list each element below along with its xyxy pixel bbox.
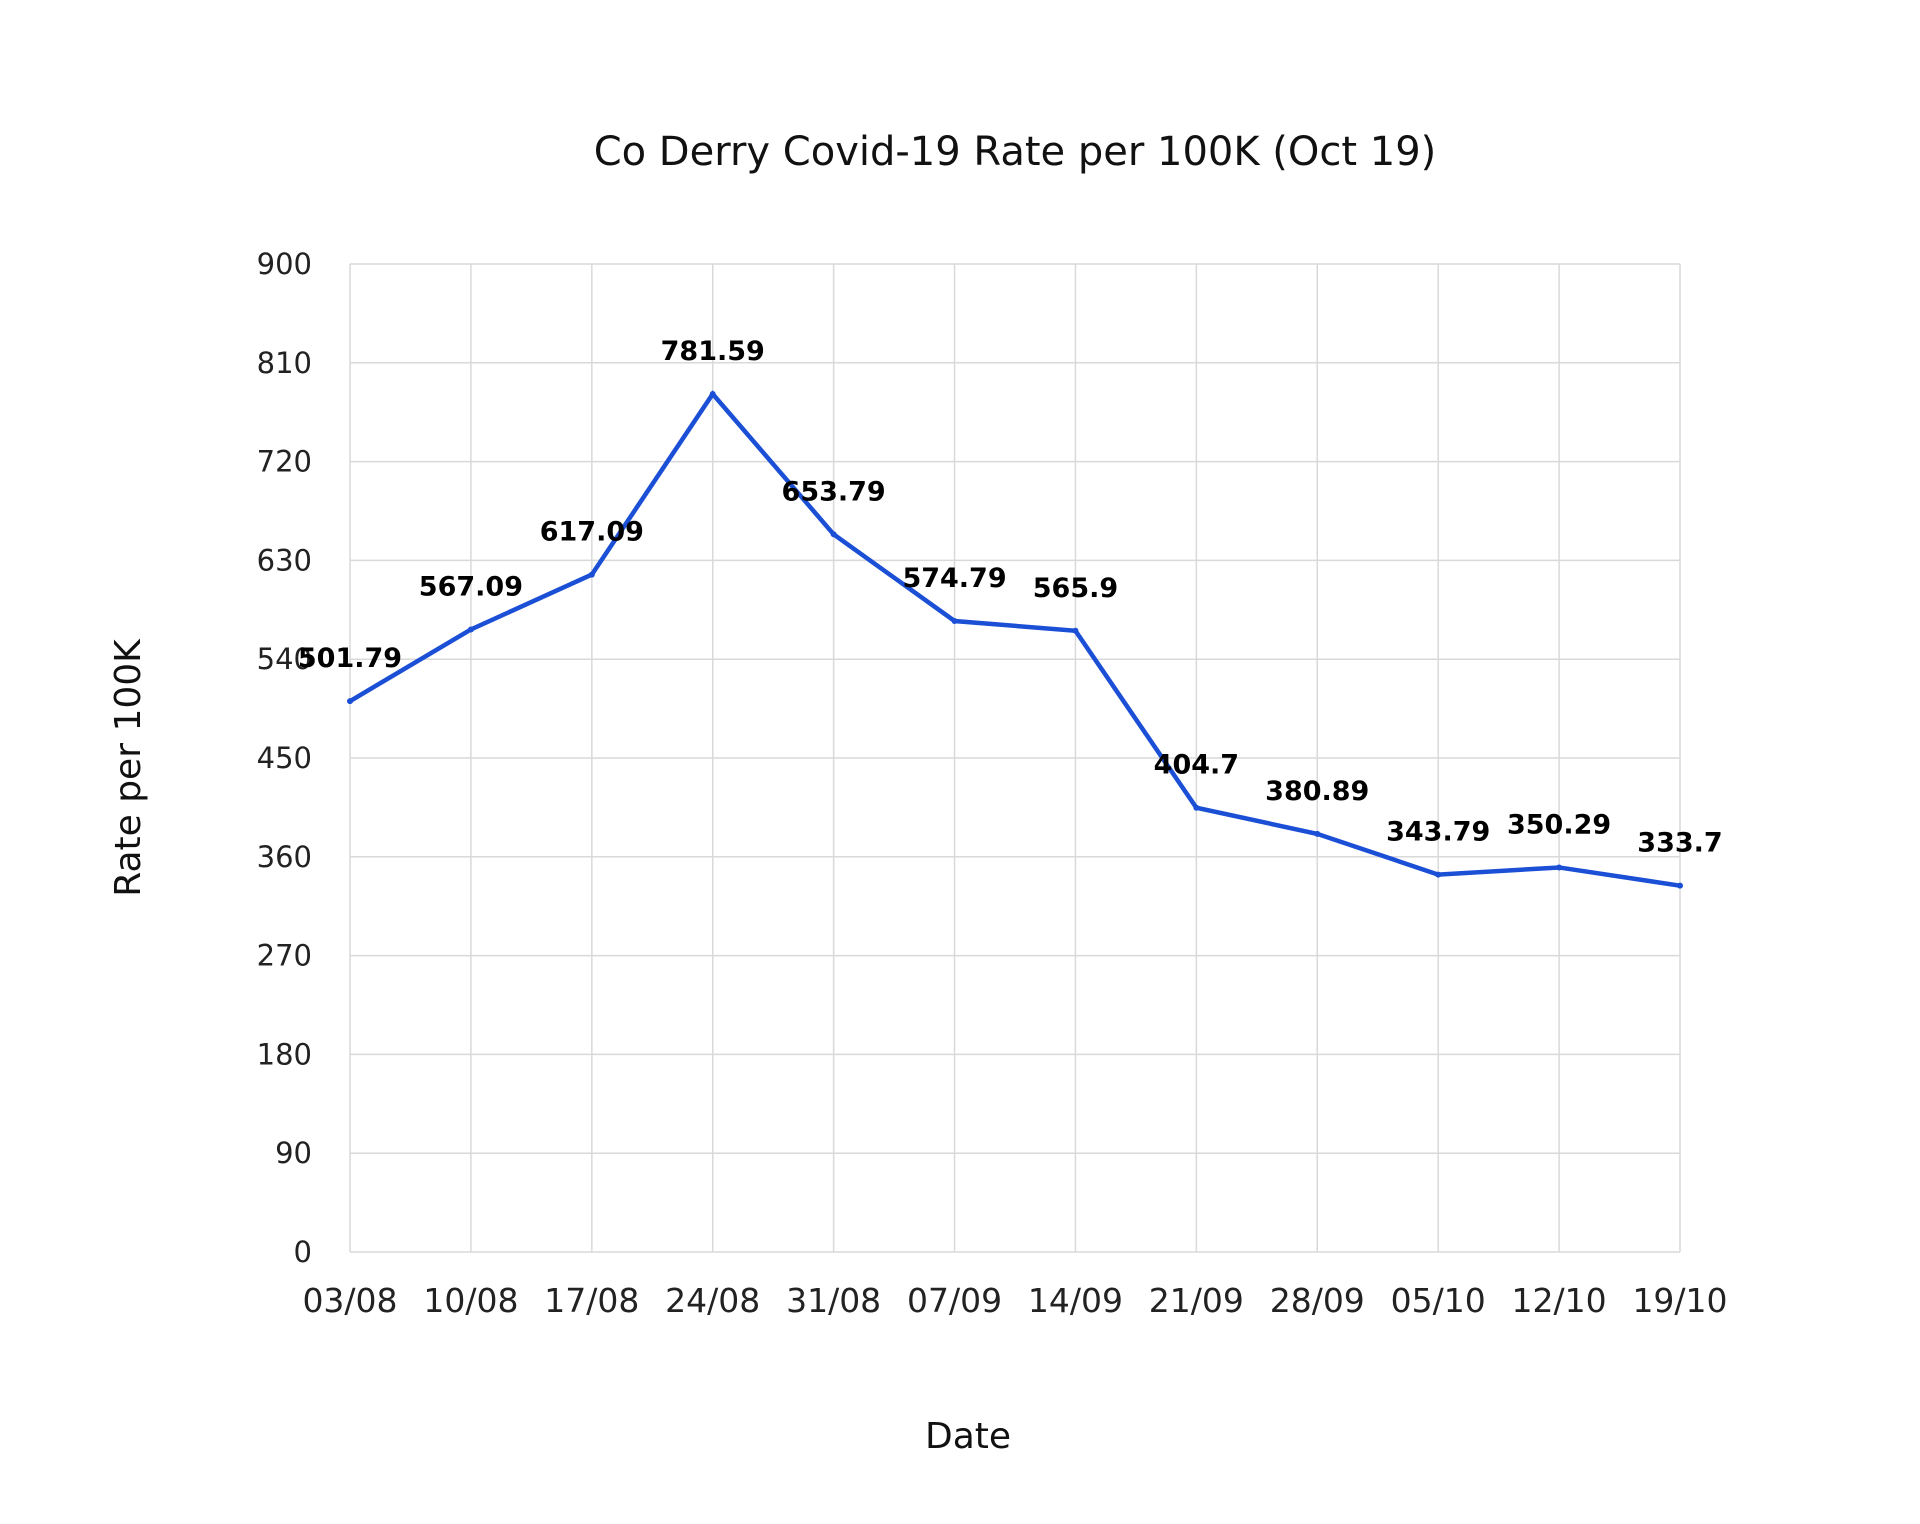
y-tick-label: 270 — [257, 939, 312, 973]
data-point — [1072, 627, 1079, 634]
y-axis-ticks: 0 90 180 270 360 450 540 630 720 810 900 — [257, 247, 312, 1269]
grid-lines — [349, 263, 1681, 1253]
x-tick-label: 10/08 — [423, 1281, 518, 1320]
y-axis-label: Rate per 100K — [108, 638, 149, 897]
x-tick-label: 31/08 — [786, 1281, 881, 1320]
y-tick-label: 810 — [257, 346, 312, 380]
y-tick-label: 540 — [257, 642, 312, 676]
data-label: 350.29 — [1507, 809, 1611, 840]
data-label: 343.79 — [1386, 817, 1490, 848]
series-line-group — [347, 390, 1683, 889]
data-point — [1314, 830, 1321, 837]
x-tick-label: 21/09 — [1149, 1281, 1244, 1320]
data-labels: 501.79 567.09 617.09 781.59 653.79 574.79 565.… — [298, 336, 1723, 859]
data-label: 567.09 — [419, 571, 523, 602]
y-tick-label: 180 — [257, 1037, 312, 1071]
y-tick-label: 90 — [275, 1136, 312, 1170]
data-label: 380.89 — [1265, 776, 1369, 807]
chart-title: Co Derry Covid-19 Rate per 100K (Oct 19) — [594, 129, 1437, 175]
data-label: 565.9 — [1033, 573, 1118, 604]
x-tick-label: 07/09 — [907, 1281, 1002, 1320]
x-tick-label: 14/09 — [1028, 1281, 1123, 1320]
y-tick-label: 450 — [257, 741, 312, 775]
data-label: 404.7 — [1154, 750, 1239, 781]
data-point — [1556, 864, 1563, 871]
data-label: 781.59 — [661, 336, 765, 367]
x-tick-label: 24/08 — [665, 1281, 760, 1320]
data-point — [347, 698, 353, 705]
data-point — [1677, 882, 1683, 889]
data-point — [951, 618, 958, 625]
data-label: 501.79 — [298, 643, 402, 674]
data-label: 574.79 — [902, 563, 1006, 594]
data-point — [709, 390, 716, 397]
y-tick-label: 900 — [257, 247, 312, 281]
data-point — [467, 626, 474, 633]
y-tick-label: 720 — [257, 445, 312, 479]
x-tick-label: 05/10 — [1391, 1281, 1486, 1320]
data-point — [588, 571, 595, 578]
y-tick-label: 630 — [257, 543, 312, 577]
y-tick-label: 360 — [257, 840, 312, 874]
data-label: 617.09 — [540, 517, 644, 548]
data-point — [830, 531, 837, 538]
data-label: 653.79 — [782, 476, 886, 507]
y-tick-label: 0 — [294, 1235, 312, 1269]
data-point — [1435, 871, 1442, 878]
x-tick-label: 17/08 — [544, 1281, 639, 1320]
x-axis-label: Date — [925, 1416, 1011, 1457]
x-tick-label: 03/08 — [302, 1281, 397, 1320]
x-tick-label: 19/10 — [1632, 1281, 1727, 1320]
x-tick-label: 12/10 — [1512, 1281, 1607, 1320]
data-point — [1193, 804, 1200, 811]
series-line — [348, 390, 1681, 888]
x-axis-ticks: 03/08 10/08 17/08 24/08 31/08 07/09 14/09 21/09… — [302, 1281, 1727, 1320]
data-label: 333.7 — [1637, 828, 1722, 859]
x-tick-label: 28/09 — [1270, 1281, 1365, 1320]
